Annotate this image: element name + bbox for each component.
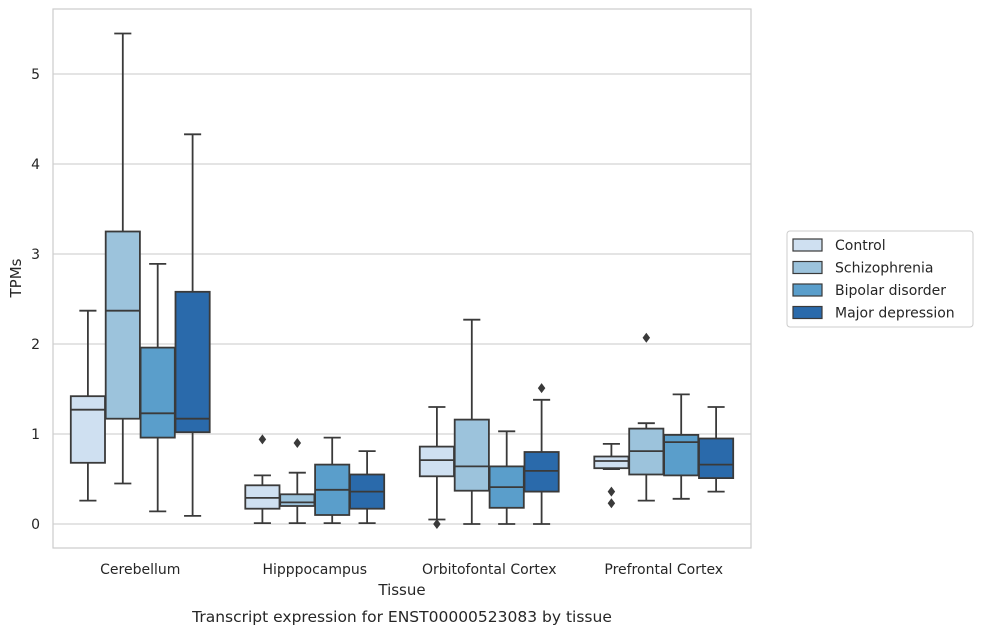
- box-control: [244, 434, 281, 524]
- box-schizophrenia: [104, 32, 141, 485]
- legend-label: Schizophrenia: [835, 261, 933, 277]
- box-major-depression: [523, 383, 560, 525]
- box-schizophrenia: [453, 318, 490, 525]
- outlier-point: [607, 486, 616, 497]
- y-tick-label: 3: [31, 247, 40, 263]
- legend-swatch: [792, 283, 823, 297]
- y-tick-label: 5: [31, 67, 40, 83]
- y-tick-label: 4: [31, 157, 40, 173]
- y-tick-label: 0: [31, 517, 40, 533]
- chart-caption: Transcript expression for ENST0000052308…: [191, 608, 612, 626]
- box-major-depression: [349, 450, 386, 524]
- plot-frame: [52, 8, 752, 549]
- x-tick-label: Orbitofontal Cortex: [422, 562, 557, 578]
- outlier-point: [607, 498, 616, 509]
- x-tick-label: Cerebellum: [100, 562, 180, 578]
- legend-swatch: [792, 260, 823, 275]
- legend-label: Bipolar disorder: [835, 283, 946, 299]
- box-body: [69, 395, 106, 464]
- outlier-point: [433, 519, 441, 529]
- box-bipolar-disorder: [663, 393, 700, 500]
- box-body: [698, 437, 735, 479]
- box-body: [104, 230, 141, 420]
- x-tick-label: Prefrontal Cortex: [604, 562, 723, 578]
- outlier-point: [642, 332, 651, 343]
- box-body: [418, 445, 455, 478]
- box-body: [139, 346, 176, 439]
- legend: Control Schizophrenia Bipolar disorder Majo…: [786, 230, 974, 328]
- box-body: [279, 493, 316, 507]
- box-body: [663, 433, 700, 477]
- boxes: [69, 32, 735, 529]
- outlier-point: [293, 438, 302, 448]
- legend-label: Control: [835, 238, 886, 254]
- box-bipolar-disorder: [139, 262, 176, 513]
- box-body: [593, 455, 630, 470]
- legend-label: Major depression: [835, 306, 955, 322]
- box-body: [453, 418, 490, 492]
- y-tick-label: 2: [31, 337, 40, 353]
- legend-swatch: [792, 305, 823, 320]
- box-body: [174, 290, 211, 434]
- y-tick-labels: 0 1 2 3 4 5: [31, 67, 40, 533]
- box-schizophrenia: [628, 332, 665, 502]
- y-tick-label: 1: [31, 427, 40, 443]
- x-tick-label: Hipppocampus: [262, 562, 367, 578]
- y-axis-title: TPMs: [7, 258, 25, 298]
- box-control: [69, 309, 106, 502]
- box-schizophrenia: [279, 438, 316, 524]
- outlier-point: [537, 383, 546, 394]
- outlier-point: [258, 434, 267, 445]
- legend-frame: [786, 230, 974, 328]
- box-bipolar-disorder: [314, 436, 351, 524]
- legend-swatch: [792, 238, 823, 252]
- box-major-depression: [174, 133, 211, 517]
- box-major-depression: [698, 406, 735, 493]
- x-axis-title: Tissue: [377, 581, 425, 599]
- x-tick-labels: Cerebellum Hipppocampus Orbitofontal Corte…: [100, 562, 723, 578]
- box-control: [418, 406, 455, 529]
